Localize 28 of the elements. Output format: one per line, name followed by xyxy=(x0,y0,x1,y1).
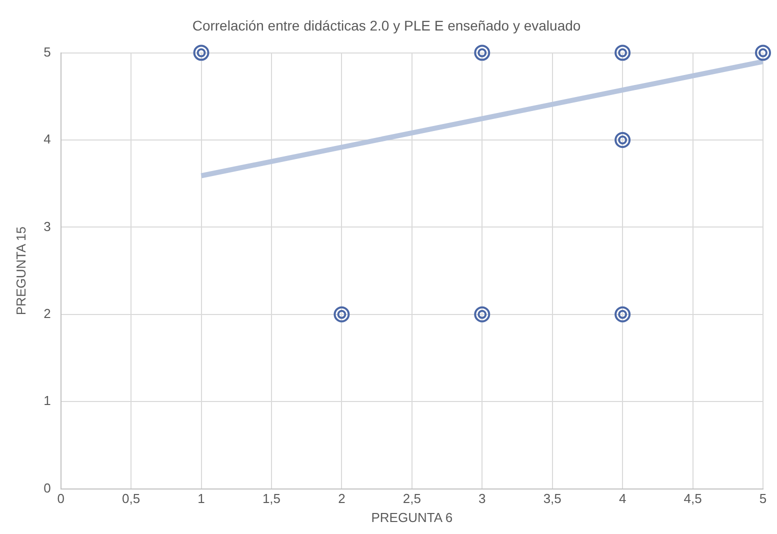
y-tick-label: 1 xyxy=(44,393,51,408)
point xyxy=(334,306,350,322)
chart-title: Correlación entre didácticas 2.0 y PLE E enseñado y evaluado xyxy=(192,17,581,34)
point xyxy=(614,44,631,61)
x-tick-label: 2 xyxy=(338,491,346,506)
point xyxy=(474,44,490,61)
x-tick-label: 0 xyxy=(57,491,64,506)
point xyxy=(193,44,210,61)
y-tick-label: 5 xyxy=(44,44,51,60)
x-tick-label: 3 xyxy=(478,491,486,506)
x-tick-label: 4 xyxy=(618,491,626,506)
point xyxy=(755,44,771,61)
y-tick-label: 4 xyxy=(44,132,51,147)
x-tick-label: 5 xyxy=(759,491,767,506)
x-tick-label: 1 xyxy=(198,491,205,506)
x-tick-label: 3,5 xyxy=(543,491,562,506)
y-axis-title: PREGUNTA 15 xyxy=(13,226,28,316)
point xyxy=(614,132,631,148)
x-tick-label: 0,5 xyxy=(122,491,140,506)
x-axis-title: PREGUNTA 6 xyxy=(371,510,453,525)
y-tick-label: 3 xyxy=(44,218,51,234)
point xyxy=(474,306,490,322)
x-tick-label: 1,5 xyxy=(262,491,281,506)
y-tick-label: 0 xyxy=(44,480,51,496)
x-tick-label: 2,5 xyxy=(402,491,421,506)
x-tick-label: 4,5 xyxy=(684,491,702,506)
point xyxy=(614,306,631,322)
y-tick-label: 2 xyxy=(44,306,51,321)
